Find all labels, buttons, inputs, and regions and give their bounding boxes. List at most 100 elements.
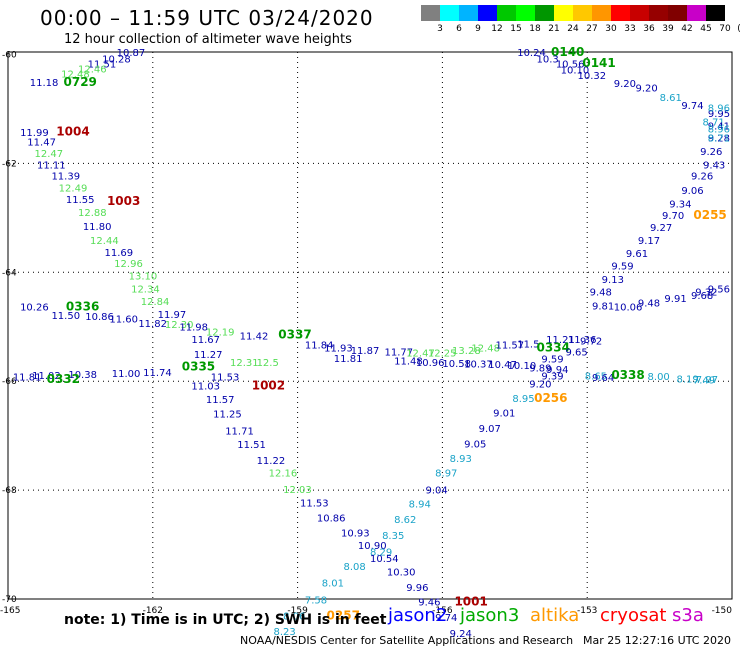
wave-height-label: 11.57 [206, 395, 235, 406]
wave-height-label: 12.5 [257, 358, 279, 369]
scale-swatch [459, 5, 478, 21]
satellite-legend-jason3: jason3 [460, 605, 520, 626]
wave-height-label: 10.47 [488, 360, 517, 371]
lat-tick-label: -62 [2, 159, 17, 169]
wave-height-label: 9.59 [611, 262, 633, 273]
wave-height-label: 9.81 [592, 301, 614, 312]
wave-height-label: 9.06 [681, 186, 703, 197]
scale-swatch [592, 5, 611, 21]
wave-height-label: 8.19 [676, 374, 698, 385]
scale-swatch [440, 5, 459, 21]
scale-label: 39 [662, 24, 674, 34]
wave-height-label: 8.23 [273, 627, 295, 638]
satellite-legend-altika: altika [530, 605, 580, 626]
page-title: 00:00 – 11:59 UTC 03/24/2020 [40, 6, 374, 30]
wave-height-label: 9.28 [708, 134, 730, 145]
wave-height-label: 9.46 [418, 598, 440, 609]
wave-height-label: 9.13 [602, 275, 624, 286]
lat-tick-label: -70 [2, 595, 17, 605]
wave-height-label: 12.46 [78, 64, 107, 75]
wave-height-label: 10.86 [85, 312, 114, 323]
wave-height-label: 7.58 [305, 595, 327, 606]
generated-timestamp: Mar 25 12:27:16 UTC 2020 [583, 634, 731, 647]
wave-height-label: 10.96 [416, 358, 445, 369]
wave-height-label: 9.34 [669, 200, 691, 211]
wave-height-label: 11.39 [51, 172, 80, 183]
lon-tick-label: -153 [577, 606, 597, 616]
wave-height-label: 9.26 [700, 147, 722, 158]
wave-height-label: 11.48 [394, 356, 423, 367]
wave-height-label: 12.47 [35, 149, 64, 160]
wave-height-label: 9.04 [426, 485, 448, 496]
scale-swatch [516, 5, 535, 21]
wave-height-label: 12.88 [78, 208, 107, 219]
wave-height-label: 10.28 [102, 55, 131, 66]
wave-height-label: 9.61 [626, 249, 648, 260]
scale-label: 6 [456, 24, 462, 34]
wave-height-label: 8.97 [435, 468, 457, 479]
wave-height-label: 12.16 [269, 468, 298, 479]
wave-height-label: 11.74 [143, 368, 172, 379]
wave-height-label: 10.30 [387, 568, 416, 579]
scale-swatch [649, 5, 668, 21]
wave-height-label: 11.87 [351, 346, 380, 357]
lon-tick-label: -162 [143, 606, 163, 616]
wave-height-label: 10.26 [20, 302, 49, 313]
wave-height-label: 11.03 [191, 381, 220, 392]
wave-height-label: 8.00 [648, 372, 670, 383]
wave-height-label: 10.10 [508, 361, 537, 372]
scale-label: 30 [605, 24, 617, 34]
wave-height-label: 12.49 [59, 184, 88, 195]
wave-height-label: 9.74 [681, 101, 703, 112]
wave-height-label: 9.48 [638, 299, 660, 310]
wave-height-label: 10.24 [517, 48, 546, 59]
scale-swatch [554, 5, 573, 21]
lon-tick-label: -159 [287, 606, 308, 616]
pass-time-label: 0729 [64, 75, 97, 89]
wave-height-label: 11.51 [237, 440, 266, 451]
scale-swatch [630, 5, 649, 21]
wave-height-label: 9.65 [565, 348, 587, 359]
scale-label: 33 [624, 24, 636, 34]
wave-height-label: 9.70 [662, 211, 684, 222]
credit-line: NOAA/NESDIS Center for Satellite Applica… [240, 634, 574, 647]
wave-height-label: 9.26 [691, 172, 713, 183]
wave-height-label: 7.97 [696, 375, 718, 386]
wave-height-label: 11.42 [240, 331, 269, 342]
wave-height-label: 8.06 [283, 612, 305, 623]
scale-label: 18 [529, 24, 541, 34]
wave-height-label: 11.53 [211, 373, 240, 384]
wave-height-label: 9.07 [479, 424, 501, 435]
wave-height-label: 9.56 [708, 284, 730, 295]
wave-height-label: 11.00 [112, 369, 141, 380]
scale-label: 9 [475, 24, 481, 34]
wave-height-label: 11.98 [179, 323, 208, 334]
wave-height-label: 10.90 [358, 541, 387, 552]
scale-swatch [668, 5, 687, 21]
page-subtitle: 12 hour collection of altimeter wave hei… [64, 32, 352, 47]
wave-height-label: 11.80 [83, 222, 112, 233]
wave-height-label: 11.36 [568, 335, 597, 346]
lat-tick-label: -66 [2, 377, 17, 387]
wave-height-label: 9.32 [695, 288, 717, 299]
wave-height-label: 12.31 [230, 358, 259, 369]
wave-height-label: 12.84 [141, 297, 170, 308]
wave-height-label: 8.71 [702, 117, 724, 128]
wave-height-label: 9.24 [450, 629, 472, 640]
wave-height-label: 12.25 [428, 349, 457, 360]
pass-time-label: 0334 [537, 340, 570, 354]
wave-height-label: 9.17 [638, 236, 660, 247]
scale-swatch [421, 5, 440, 21]
wave-height-label: 10.10 [561, 66, 590, 77]
wave-height-label: 11.27 [194, 350, 223, 361]
wave-height-label: 8.35 [382, 531, 404, 542]
wave-height-label: 8.93 [450, 454, 472, 465]
wave-height-label: 11.25 [213, 410, 242, 421]
pass-time-label: 0256 [534, 391, 567, 405]
wave-height-label: 9.68 [691, 291, 713, 302]
wave-height-label: 12.03 [283, 485, 312, 496]
scale-label: (ft) [732, 24, 740, 34]
scale-label: 12 [491, 24, 503, 34]
scale-label: 45 [700, 24, 712, 34]
wave-height-label: 11.81 [334, 354, 363, 365]
